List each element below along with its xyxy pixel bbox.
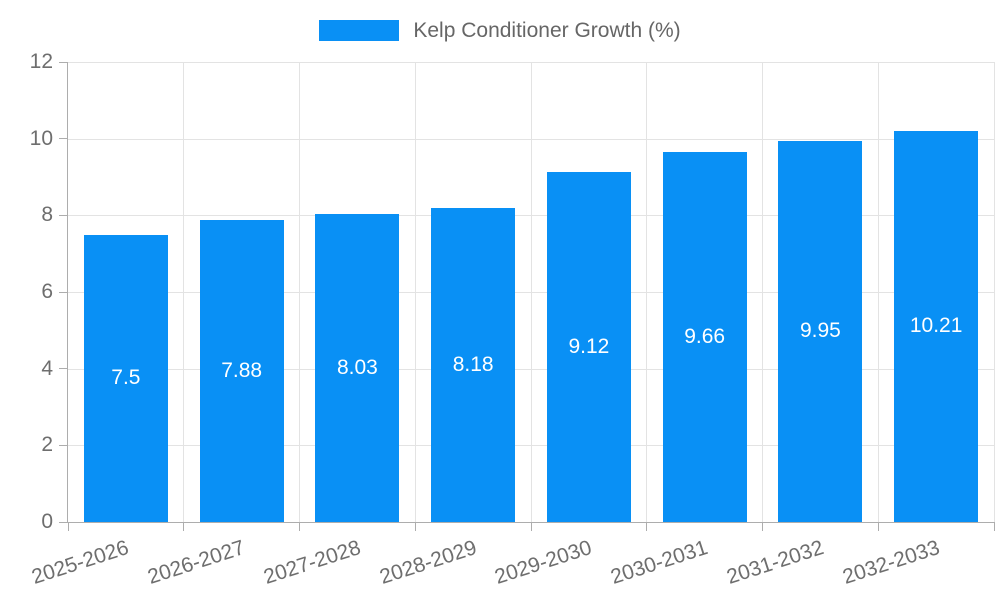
- x-tick-mark: [183, 522, 185, 531]
- y-tick-label: 12: [29, 50, 53, 73]
- x-tick-label: 2025-2026: [29, 536, 132, 589]
- bar-value-label: 8.03: [336, 356, 378, 380]
- bar-value-label: 9.66: [684, 324, 726, 348]
- x-tick-label: 2028-2029: [376, 536, 480, 589]
- x-tick-label: 2026-2027: [145, 536, 248, 589]
- y-tick-mark: [59, 368, 68, 370]
- gridline-vertical: [183, 62, 185, 522]
- x-tick-mark: [877, 522, 879, 531]
- bar-value-label: 9.12: [568, 335, 610, 359]
- x-tick-label: 2027-2028: [260, 536, 364, 589]
- plot-area: 7.5 7.88 8.03 8.18 9.12 9.66 9.95 10.21: [59, 61, 995, 531]
- bar-value-label: 7.5: [111, 366, 141, 390]
- y-tick-label: 0: [41, 510, 53, 533]
- x-tick-label: 2029-2030: [492, 536, 595, 589]
- bar-value-label: 7.88: [221, 358, 263, 382]
- y-tick-label: 8: [41, 203, 53, 227]
- y-tick-mark: [59, 138, 68, 140]
- y-tick-mark: [59, 291, 68, 293]
- bar-value-label: 10.21: [909, 314, 963, 338]
- y-tick-mark: [59, 521, 68, 523]
- y-tick-mark: [59, 61, 68, 63]
- bar[interactable]: 9.66: [662, 151, 747, 522]
- x-axis: 2025-2026 2026-2027 2027-2028 2028-2029 2029…: [29, 522, 993, 600]
- x-tick-mark: [762, 522, 763, 531]
- gridline-vertical: [877, 62, 879, 522]
- y-tick-label: 6: [41, 280, 53, 303]
- x-tick-label: 2032-2033: [839, 536, 943, 589]
- bar[interactable]: 10.21: [894, 130, 979, 522]
- x-tick-mark: [530, 522, 532, 531]
- gridline-vertical: [993, 62, 995, 522]
- x-tick-label: 2031-2032: [723, 536, 827, 589]
- gridline-vertical: [299, 62, 300, 522]
- bar[interactable]: 9.12: [546, 172, 631, 522]
- legend[interactable]: Kelp Conditioner Growth (%): [0, 20, 1000, 41]
- gridline-vertical: [762, 62, 763, 522]
- bar[interactable]: 8.03: [315, 214, 400, 522]
- legend-swatch-icon: [319, 20, 400, 41]
- gridline-vertical: [530, 62, 532, 522]
- y-tick-label: 4: [41, 356, 53, 380]
- x-tick-mark: [646, 522, 648, 531]
- y-tick-label: 2: [41, 433, 53, 457]
- y-tick-mark: [59, 214, 68, 216]
- bar[interactable]: 7.88: [199, 219, 284, 522]
- x-tick-mark: [414, 522, 416, 531]
- x-tick-label: 2030-2031: [608, 536, 711, 589]
- gridline-vertical: [414, 62, 416, 522]
- bar[interactable]: 8.18: [431, 208, 516, 522]
- x-tick-mark: [299, 522, 300, 531]
- bar[interactable]: 9.95: [778, 140, 863, 522]
- gridline-vertical: [646, 62, 648, 522]
- bar-value-label: 9.95: [799, 319, 841, 343]
- y-tick-label: 10: [29, 126, 53, 150]
- legend-label: Kelp Conditioner Growth (%): [413, 19, 681, 42]
- y-axis: 0 2 4 6 8 10 12: [0, 50, 53, 533]
- x-tick-mark: [67, 522, 69, 531]
- x-tick-mark: [993, 522, 995, 531]
- bar[interactable]: 7.5: [83, 234, 168, 522]
- bar-value-label: 8.18: [452, 353, 494, 377]
- y-tick-mark: [59, 444, 68, 446]
